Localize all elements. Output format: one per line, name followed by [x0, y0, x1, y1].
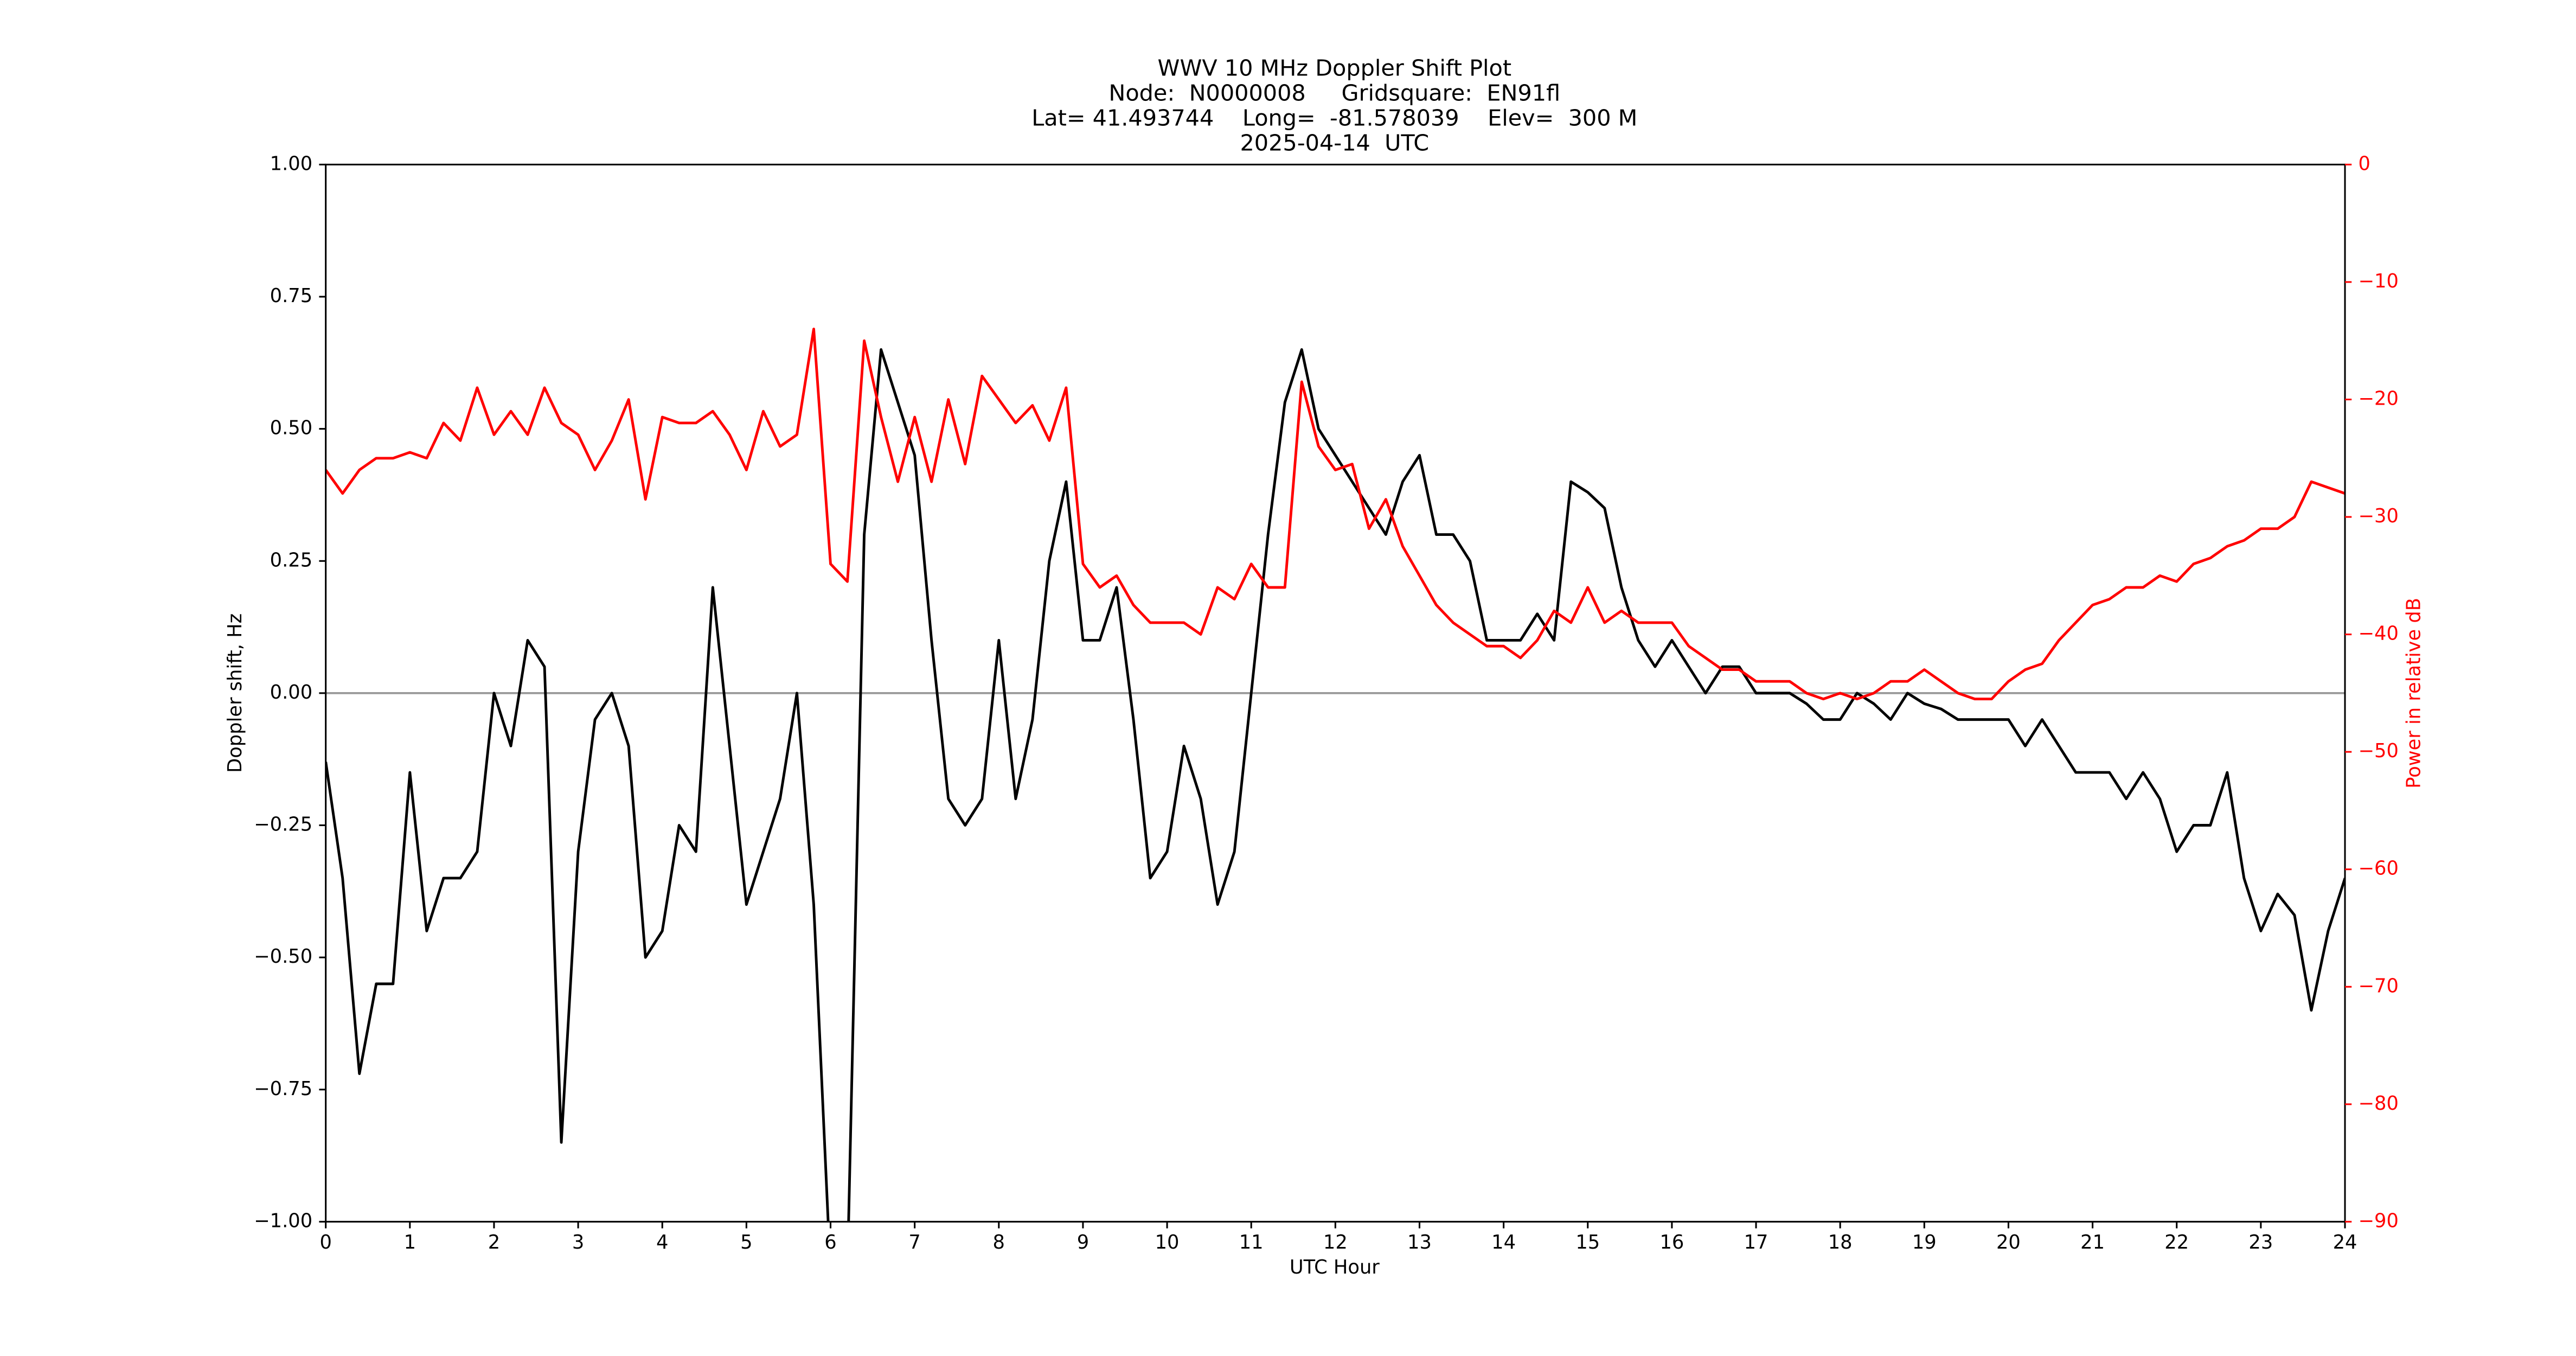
- y2-tick-label: −50: [2359, 740, 2399, 762]
- title-line: 2025-04-14 UTC: [1240, 130, 1429, 156]
- y2-tick-label: −30: [2359, 505, 2399, 527]
- title-line: WWV 10 MHz Doppler Shift Plot: [1158, 55, 1512, 81]
- y2-tick-label: −60: [2359, 858, 2399, 880]
- y2-tick-label: −80: [2359, 1092, 2399, 1115]
- title-line: Node: N0000008 Gridsquare: EN91fl: [1108, 80, 1560, 106]
- x-tick-label: 9: [1077, 1231, 1089, 1253]
- x-tick-label: 16: [1659, 1231, 1684, 1253]
- x-tick-label: 4: [656, 1231, 668, 1253]
- x-tick-label: 2: [488, 1231, 500, 1253]
- x-tick-label: 0: [319, 1231, 331, 1253]
- x-tick-label: 22: [2164, 1231, 2189, 1253]
- x-tick-label: 5: [740, 1231, 752, 1253]
- x-tick-label: 18: [1828, 1231, 1853, 1253]
- y2-tick-label: −10: [2359, 270, 2399, 292]
- x-tick-label: 19: [1912, 1231, 1937, 1253]
- title-line: Lat= 41.493744 Long= -81.578039 Elev= 30…: [1031, 105, 1637, 131]
- x-tick-label: 11: [1239, 1231, 1264, 1253]
- y-tick-label: −0.25: [254, 814, 312, 836]
- x-tick-label: 20: [1996, 1231, 2021, 1253]
- y-tick-label: 0.00: [270, 681, 312, 703]
- x-tick-label: 13: [1407, 1231, 1432, 1253]
- y-axis-label: Doppler shift, Hz: [224, 613, 246, 773]
- x-tick-label: 14: [1491, 1231, 1516, 1253]
- x-tick-label: 7: [908, 1231, 920, 1253]
- y2-tick-label: 0: [2359, 152, 2370, 175]
- x-tick-label: 1: [404, 1231, 416, 1253]
- data-line: [325, 328, 2346, 701]
- x-tick-label: 21: [2080, 1231, 2105, 1253]
- y2-tick-label: −40: [2359, 623, 2399, 645]
- y-tick-label: −0.75: [254, 1078, 312, 1100]
- x-tick-label: 23: [2248, 1231, 2273, 1253]
- y-tick-label: 1.00: [270, 152, 312, 175]
- x-tick-label: 17: [1744, 1231, 1768, 1253]
- x-tick-label: 15: [1575, 1231, 1600, 1253]
- y2-axis-label: Power in relative dB: [2403, 598, 2425, 789]
- x-tick-label: 3: [572, 1231, 584, 1253]
- y-tick-label: 0.75: [270, 285, 312, 307]
- x-tick-label: 12: [1323, 1231, 1348, 1253]
- y2-tick-label: −20: [2359, 387, 2399, 410]
- y2-tick-label: −70: [2359, 975, 2399, 997]
- x-axis-label: UTC Hour: [1290, 1256, 1380, 1278]
- x-tick-label: 8: [993, 1231, 1005, 1253]
- y2-tick-label: −90: [2359, 1210, 2399, 1232]
- y-tick-label: 0.50: [270, 417, 312, 439]
- x-tick-label: 10: [1155, 1231, 1180, 1253]
- y-tick-label: −0.50: [254, 945, 312, 968]
- y-tick-label: −1.00: [254, 1210, 312, 1232]
- y-tick-label: 0.25: [270, 549, 312, 571]
- plot-area: [325, 328, 2346, 1222]
- x-tick-label: 24: [2333, 1231, 2357, 1253]
- x-tick-label: 6: [824, 1231, 836, 1253]
- data-line: [325, 348, 2346, 1222]
